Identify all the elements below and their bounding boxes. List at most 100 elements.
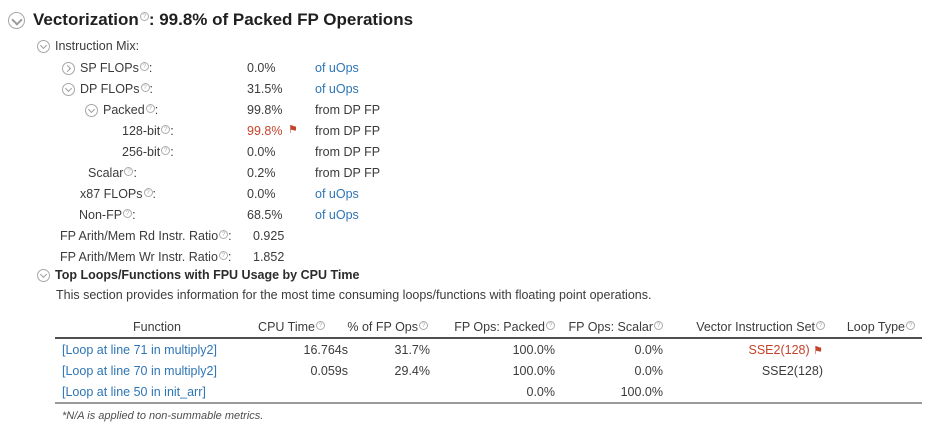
help-icon[interactable]: ?: [906, 321, 915, 330]
metric-value: 0.925: [253, 229, 285, 243]
metric-label: Scalar: [88, 166, 124, 180]
metric-suffix: from DP FP: [315, 166, 381, 180]
help-icon[interactable]: ?: [161, 125, 171, 134]
help-icon[interactable]: ?: [143, 188, 153, 197]
vector-instruction-set-cell: SSE2(128) ⚑: [748, 343, 823, 357]
chevron-down-icon[interactable]: [62, 83, 75, 96]
colon: :: [152, 187, 157, 201]
table-header-divider: [55, 337, 922, 339]
help-icon[interactable]: ?: [145, 104, 155, 113]
function-link[interactable]: [Loop at line 50 in init_arr]: [62, 385, 206, 399]
help-icon[interactable]: ?: [139, 12, 149, 21]
metric-row-rd-ratio: FP Arith/Mem Rd Instr. Ratio?: 0.925: [0, 229, 925, 246]
metric-row-scalar: Scalar?: 0.2% from DP FP: [0, 166, 925, 183]
help-icon[interactable]: ?: [816, 321, 825, 330]
metric-value: 0.0%: [247, 61, 276, 75]
col-header-cpu-time[interactable]: CPU Time?: [205, 320, 325, 334]
scalar-cell: 0.0%: [634, 343, 664, 357]
help-icon[interactable]: ?: [419, 321, 428, 330]
table-bottom-divider: [55, 402, 922, 404]
metric-label: Non-FP: [79, 208, 123, 222]
help-icon[interactable]: ?: [139, 62, 149, 71]
colon: :: [170, 124, 174, 138]
function-link[interactable]: [Loop at line 70 in multiply2]: [62, 364, 217, 378]
instruction-mix-heading-row: Instruction Mix:: [0, 39, 925, 56]
top-loops-heading-row: Top Loops/Functions with FPU Usage by CP…: [0, 268, 925, 285]
metric-value: 0.0%: [247, 145, 276, 159]
function-link[interactable]: [Loop at line 71 in multiply2]: [62, 343, 217, 357]
col-header-fp-ops-pct[interactable]: % of FP Ops?: [308, 320, 428, 334]
col-header-vector-instruction-set[interactable]: Vector Instruction Set?: [675, 320, 825, 334]
help-icon[interactable]: ?: [654, 321, 663, 330]
metric-row-dp-flops: DP FLOPs?: 31.5% of uOps: [0, 82, 925, 99]
packed-cell: 100.0%: [512, 364, 555, 378]
metric-label: FP Arith/Mem Rd Instr. Ratio: [60, 229, 219, 243]
vector-instruction-set-cell: SSE2(128): [761, 364, 823, 378]
colon: :: [228, 229, 232, 243]
footnote: *N/A is applied to non-summable metrics.: [62, 410, 264, 422]
metric-suffix-link[interactable]: of uOps: [315, 208, 359, 222]
colon: :: [133, 166, 137, 180]
metric-value: 0.0%: [247, 187, 276, 201]
cpu-time-cell: 16.764s: [303, 343, 348, 357]
instruction-mix-heading: Instruction Mix:: [55, 39, 140, 53]
metric-value: 31.5%: [247, 82, 283, 96]
colon: :: [170, 145, 174, 159]
metric-label: 128-bit: [122, 124, 161, 138]
help-icon[interactable]: ?: [161, 146, 171, 155]
metric-row-packed: Packed?: 99.8% from DP FP: [0, 103, 925, 120]
metric-value: 68.5%: [247, 208, 283, 222]
chevron-down-icon[interactable]: [37, 269, 50, 282]
section-vectorization: Vectorization?: 99.8% of Packed FP Opera…: [0, 10, 925, 29]
table-row: [Loop at line 70 in multiply2] 0.059s 29…: [0, 364, 925, 381]
colon: :: [154, 103, 159, 117]
fp-ops-pct-cell: 29.4%: [394, 364, 430, 378]
footnote-row: *N/A is applied to non-summable metrics.: [0, 410, 925, 427]
flag-icon: ⚑: [288, 124, 298, 136]
chevron-right-icon[interactable]: [62, 62, 75, 75]
page-title: Vectorization: [33, 10, 139, 29]
chevron-down-icon[interactable]: [37, 40, 50, 53]
help-icon[interactable]: ?: [140, 83, 150, 92]
metric-suffix-link[interactable]: of uOps: [315, 187, 359, 201]
metric-value: 99.8%: [247, 103, 283, 117]
metric-label: FP Arith/Mem Wr Instr. Ratio: [60, 250, 218, 264]
table-row: [Loop at line 71 in multiply2] 16.764s 3…: [0, 343, 925, 360]
colon: :: [149, 82, 153, 96]
top-loops-description: This section provides information for th…: [56, 288, 652, 302]
colon: :: [132, 208, 136, 222]
metric-row-sp-flops: SP FLOPs?: 0.0% of uOps: [0, 61, 925, 78]
chevron-down-icon[interactable]: [8, 12, 25, 29]
metric-suffix: from DP FP: [315, 145, 381, 159]
metric-row-x87-flops: x87 FLOPs?: 0.0% of uOps: [0, 187, 925, 204]
metric-label: 256-bit: [122, 145, 161, 159]
help-icon[interactable]: ?: [218, 251, 228, 260]
packed-cell: 100.0%: [512, 343, 555, 357]
help-icon[interactable]: ?: [316, 321, 325, 330]
help-icon[interactable]: ?: [123, 209, 133, 218]
metric-label: x87 FLOPs: [80, 187, 143, 201]
top-loops-heading: Top Loops/Functions with FPU Usage by CP…: [55, 268, 360, 282]
metric-row-128-bit: 128-bit?: 99.8% ⚑ from DP FP: [0, 124, 925, 141]
col-header-function[interactable]: Function: [133, 320, 181, 334]
metric-suffix-link[interactable]: of uOps: [315, 82, 359, 96]
scalar-cell: 0.0%: [634, 364, 664, 378]
col-header-loop-type[interactable]: Loop Type?: [795, 320, 915, 334]
help-icon[interactable]: ?: [219, 230, 229, 239]
metric-row-non-fp: Non-FP?: 68.5% of uOps: [0, 208, 925, 225]
metric-value: 1.852: [253, 250, 285, 264]
packed-cell: 0.0%: [526, 385, 556, 399]
help-icon[interactable]: ?: [546, 321, 555, 330]
metric-label: DP FLOPs: [80, 82, 140, 96]
page-title-value: : 99.8% of Packed FP Operations: [148, 10, 414, 29]
chevron-down-icon[interactable]: [85, 104, 98, 117]
help-icon[interactable]: ?: [124, 167, 134, 176]
colon: :: [148, 61, 153, 75]
flag-icon: ⚑: [813, 345, 823, 357]
fp-ops-pct-cell: 31.7%: [394, 343, 430, 357]
col-header-packed[interactable]: FP Ops: Packed?: [435, 320, 555, 334]
metric-suffix-link[interactable]: of uOps: [315, 61, 359, 75]
col-header-scalar[interactable]: FP Ops: Scalar?: [543, 320, 663, 334]
metric-suffix: from DP FP: [315, 103, 381, 117]
